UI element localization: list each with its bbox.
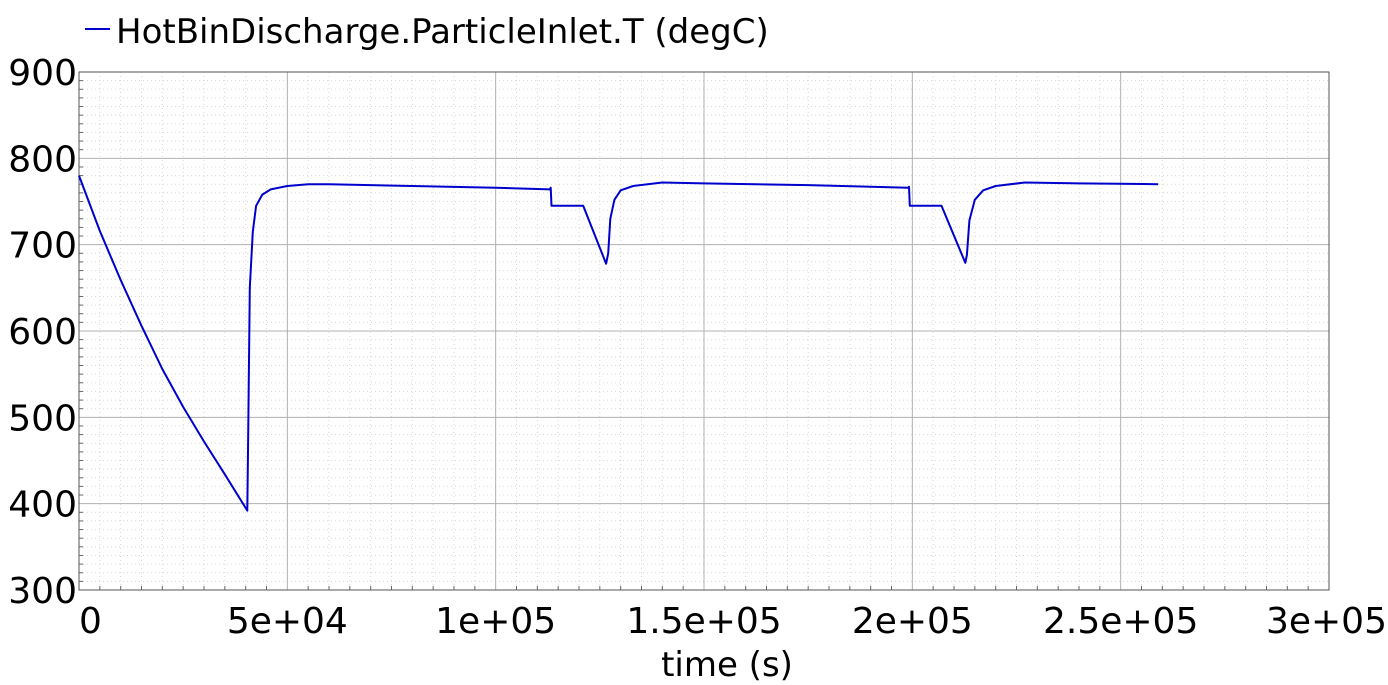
y-tick-label: 600 — [8, 312, 77, 353]
legend-label: HotBinDischarge.ParticleInlet.T (degC) — [116, 12, 769, 52]
series-layer — [78, 175, 1159, 512]
y-axis: 300 400 500 600 700 800 900 — [8, 53, 83, 612]
x-tick-label: 1.5e+05 — [626, 601, 781, 642]
y-tick-label: 400 — [8, 485, 77, 526]
legend: HotBinDischarge.ParticleInlet.T (degC) — [85, 12, 769, 52]
x-tick-label: 3e+05 — [1266, 601, 1387, 642]
x-axis-title: time (s) — [661, 645, 793, 685]
x-tick-label: 5e+04 — [227, 601, 348, 642]
x-tick-label: 2e+05 — [852, 601, 973, 642]
y-tick-label: 800 — [8, 139, 77, 180]
y-tick-label: 900 — [8, 53, 77, 94]
plot-area-frame — [78, 71, 1330, 591]
y-tick-label: 500 — [8, 398, 77, 439]
y-tick-label: 300 — [8, 571, 77, 612]
x-axis: 0 5e+04 1e+05 1.5e+05 2e+05 2.5e+05 3e+05 — [79, 586, 1387, 642]
x-tick-label: 2.5e+05 — [1043, 601, 1198, 642]
x-tick-label: 1e+05 — [435, 601, 556, 642]
x-tick-label: 0 — [79, 601, 102, 642]
y-tick-label: 700 — [8, 226, 77, 267]
series-line — [78, 175, 1159, 512]
